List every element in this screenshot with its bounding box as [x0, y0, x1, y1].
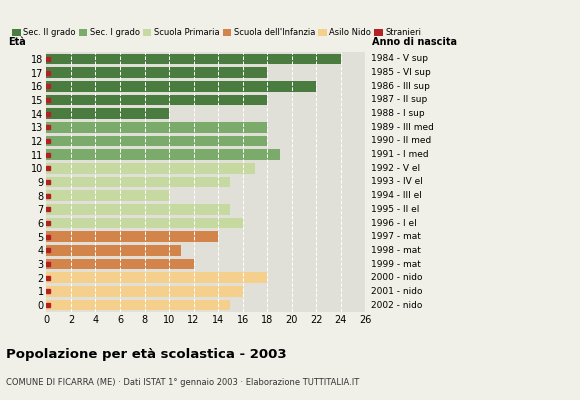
Bar: [46, 54, 341, 64]
Text: 1999 - mat: 1999 - mat: [371, 260, 421, 269]
Text: 1986 - III sup: 1986 - III sup: [371, 82, 430, 91]
Bar: [46, 300, 230, 310]
Bar: [46, 190, 169, 201]
Bar: [46, 218, 242, 228]
Text: 1987 - II sup: 1987 - II sup: [371, 95, 427, 104]
Bar: [46, 245, 182, 256]
Text: Età: Età: [8, 37, 26, 47]
Text: 1995 - II el: 1995 - II el: [371, 205, 419, 214]
Bar: [46, 259, 194, 270]
Bar: [46, 81, 316, 92]
Bar: [46, 204, 230, 215]
Bar: [46, 108, 169, 119]
Bar: [46, 286, 242, 297]
Text: 1984 - V sup: 1984 - V sup: [371, 54, 428, 63]
Text: 1988 - I sup: 1988 - I sup: [371, 109, 425, 118]
Text: Anno di nascita: Anno di nascita: [372, 37, 457, 47]
Bar: [46, 122, 267, 133]
Text: 1990 - II med: 1990 - II med: [371, 136, 432, 146]
Legend: Sec. II grado, Sec. I grado, Scuola Primaria, Scuola dell'Infanzia, Asilo Nido, : Sec. II grado, Sec. I grado, Scuola Prim…: [12, 28, 421, 38]
Text: 1997 - mat: 1997 - mat: [371, 232, 421, 241]
Bar: [46, 149, 280, 160]
Text: 2001 - nido: 2001 - nido: [371, 287, 423, 296]
Text: 1992 - V el: 1992 - V el: [371, 164, 420, 173]
Bar: [46, 67, 267, 78]
Text: 2002 - nido: 2002 - nido: [371, 301, 423, 310]
Text: 2000 - nido: 2000 - nido: [371, 273, 423, 282]
Bar: [46, 231, 218, 242]
Text: COMUNE DI FICARRA (ME) · Dati ISTAT 1° gennaio 2003 · Elaborazione TUTTITALIA.IT: COMUNE DI FICARRA (ME) · Dati ISTAT 1° g…: [6, 378, 359, 387]
Text: 1991 - I med: 1991 - I med: [371, 150, 429, 159]
Bar: [46, 272, 267, 283]
Bar: [46, 136, 267, 146]
Text: 1985 - VI sup: 1985 - VI sup: [371, 68, 431, 77]
Text: Popolazione per età scolastica - 2003: Popolazione per età scolastica - 2003: [6, 348, 287, 361]
Text: 1996 - I el: 1996 - I el: [371, 218, 417, 228]
Bar: [46, 94, 267, 105]
Text: 1993 - IV el: 1993 - IV el: [371, 178, 423, 186]
Bar: [46, 177, 230, 187]
Text: 1989 - III med: 1989 - III med: [371, 123, 434, 132]
Bar: [46, 163, 255, 174]
Text: 1998 - mat: 1998 - mat: [371, 246, 421, 255]
Text: 1994 - III el: 1994 - III el: [371, 191, 422, 200]
